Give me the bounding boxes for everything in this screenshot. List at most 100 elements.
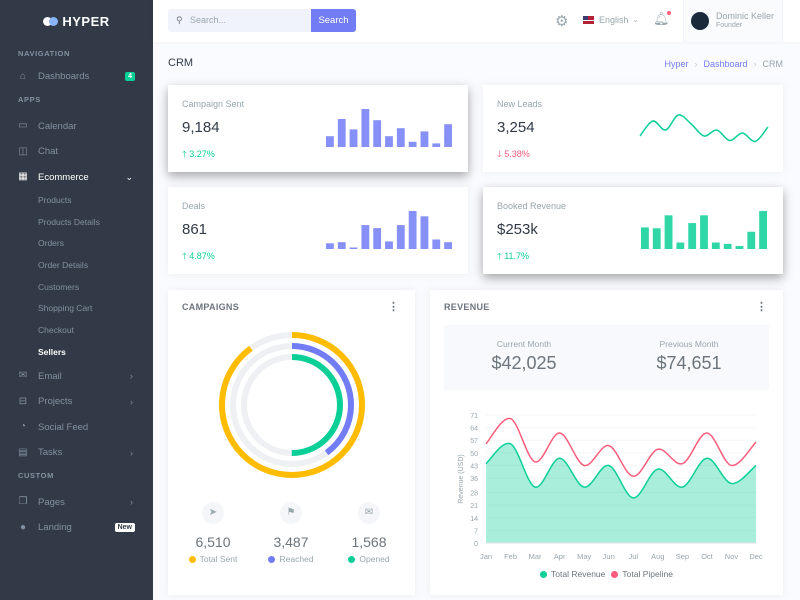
store-icon: ▦ — [18, 171, 28, 183]
section-navigation: NAVIGATION — [18, 49, 70, 58]
chevron-right-icon: › — [130, 447, 133, 458]
x-tick-label: Feb — [504, 552, 517, 561]
home-icon: ⌂ — [19, 70, 27, 82]
sidebar-item-pages[interactable]: ❐ Pages › — [0, 490, 153, 516]
spark-bar — [735, 245, 744, 249]
y-tick-label: 50 — [470, 451, 478, 458]
sidebar-item-email[interactable]: ✉ Email › — [0, 364, 153, 390]
y-tick-label: 0 — [474, 541, 478, 548]
sidebar-item-dashboards[interactable]: ⌂ Dashboards 4 — [0, 64, 153, 90]
spark-bar — [759, 211, 767, 249]
globe-icon: ● — [19, 521, 27, 533]
label: Chat — [38, 146, 59, 158]
sub-orders[interactable]: Orders — [38, 238, 64, 249]
sidebar-item-chat[interactable]: ◫ Chat — [0, 139, 153, 165]
breadcrumb-hyper[interactable]: Hyper — [664, 59, 689, 69]
sub-checkout[interactable]: Checkout — [38, 325, 74, 336]
bell-icon[interactable]: 🔔︎ — [653, 11, 671, 26]
previous-month-value: $74,651 — [656, 353, 722, 373]
legend-dot — [268, 556, 276, 563]
flag-icon: ⚑ — [280, 502, 302, 524]
spark-bar — [361, 225, 370, 249]
more-vertical-icon[interactable]: ⋮ — [756, 301, 767, 313]
new-badge: New — [114, 523, 135, 533]
clipboard-icon: ▤ — [18, 446, 28, 458]
logo-icon-part — [49, 16, 59, 26]
search-input[interactable]: ⚲ Search... — [168, 9, 311, 32]
spark-bar — [373, 228, 382, 249]
spark-bar — [326, 136, 334, 147]
gear-icon[interactable]: ⚙ — [555, 13, 569, 30]
sub-products[interactable]: Products — [38, 195, 72, 205]
label-text: Total Sent — [199, 554, 238, 564]
stat-value: $253k — [497, 221, 538, 238]
arrow-up-icon: 🡑 — [182, 251, 187, 261]
sparkline — [326, 109, 452, 147]
arrow-up-icon: 🡑 — [182, 149, 187, 159]
sidebar-item-ecommerce[interactable]: ▦ Ecommerce ⌄ — [0, 165, 153, 191]
user-role: Founder — [716, 22, 743, 29]
label: Projects — [38, 396, 73, 408]
y-tick-label: 7 — [474, 528, 478, 535]
user-menu[interactable]: Dominic Keller Founder — [683, 0, 783, 42]
current-month-value: $42,025 — [491, 353, 557, 373]
sidebar-item-calendar[interactable]: ▭ Calendar — [0, 114, 153, 140]
stat-value: 6,510 — [195, 534, 231, 550]
sparkline — [641, 211, 767, 249]
legend-item[interactable]: Total Pipeline — [611, 569, 673, 579]
section-custom: CUSTOM — [18, 470, 54, 480]
change-value: 5.38% — [504, 149, 530, 159]
stat-label: Opened — [330, 554, 408, 564]
spark-bar — [676, 242, 685, 249]
sub-customers[interactable]: Customers — [38, 281, 80, 292]
chevron-right-icon: › — [130, 497, 133, 508]
change-value: 11.7% — [504, 251, 530, 261]
y-tick-label: 21 — [470, 503, 478, 510]
campaigns-radial-chart — [219, 332, 365, 478]
stat-value: 3,254 — [497, 119, 535, 136]
area-total-revenue — [486, 443, 756, 543]
ecommerce-submenu: Products Products Details Orders Order D… — [0, 190, 153, 364]
revenue-summary: Current Month $42,025 Previous Month $74,6… — [444, 325, 769, 390]
sub-sellers[interactable]: Sellers — [38, 346, 66, 357]
sub-products-details[interactable]: Products Details — [38, 216, 100, 227]
spark-bar — [444, 242, 452, 249]
sidebar-item-tasks[interactable]: ▤ Tasks › — [0, 440, 153, 466]
x-tick-label: Jan — [480, 552, 492, 561]
y-tick-label: 57 — [470, 438, 478, 445]
legend-item[interactable]: Total Revenue — [540, 569, 605, 579]
stat-label: Total Sent — [174, 554, 252, 564]
more-vertical-icon[interactable]: ⋮ — [388, 301, 399, 313]
chat-icon: ◫ — [18, 145, 28, 157]
y-tick-label: 43 — [470, 463, 478, 470]
us-flag-icon — [583, 16, 594, 24]
logo[interactable]: HYPER — [0, 0, 153, 42]
search-button[interactable]: Search — [311, 9, 356, 32]
breadcrumb-dashboard[interactable]: Dashboard — [703, 59, 748, 69]
language-dropdown[interactable]: English ⌄ — [583, 15, 638, 25]
sparkline — [326, 211, 452, 249]
label: Ecommerce — [38, 171, 89, 183]
campaign-stat: ✉ 1,568 Opened — [330, 502, 408, 564]
stat-value: 861 — [182, 221, 208, 238]
x-tick-label: Oct — [701, 552, 714, 561]
spark-bar — [711, 242, 720, 249]
mail-icon: ✉ — [18, 370, 28, 382]
legend-dot — [188, 556, 196, 563]
sidebar-item-landing[interactable]: ● Landing New — [0, 515, 153, 541]
ring-total-sent — [219, 332, 365, 478]
spark-bar — [408, 211, 417, 249]
ring-reached — [230, 343, 354, 467]
label-text: Reached — [279, 554, 314, 564]
sub-order-details[interactable]: Order Details — [38, 260, 89, 271]
sub-shopping-cart[interactable]: Shopping Cart — [38, 303, 93, 314]
sidebar-item-projects[interactable]: ⊟ Projects › — [0, 389, 153, 415]
chart-legend: Total Revenue Total Pipeline — [430, 569, 783, 579]
send-icon: ➤ — [202, 502, 224, 524]
spark-bar — [700, 215, 708, 249]
page-title: CRM — [168, 57, 194, 69]
chevron-down-icon: ⌄ — [125, 171, 133, 182]
sidebar-item-social-feed[interactable]: ◔ Social Feed — [0, 415, 153, 441]
search-icon: ⚲ — [176, 15, 183, 25]
x-tick-label: Sep — [676, 552, 689, 561]
